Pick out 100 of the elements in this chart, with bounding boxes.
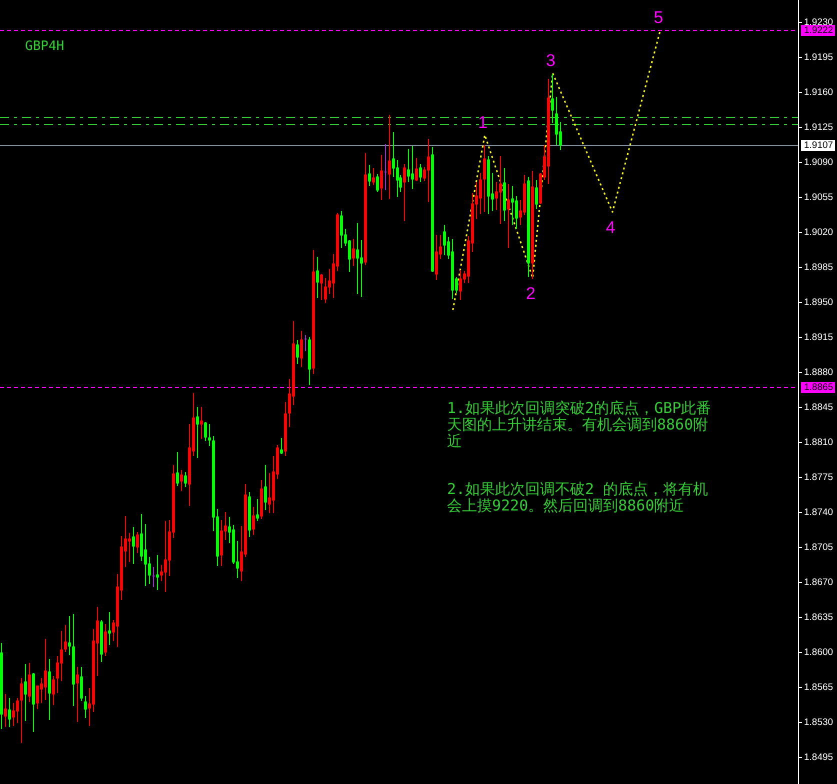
candlestick: [132, 526, 135, 564]
candlestick: [551, 74, 554, 124]
y-tick-label: 1.8705: [804, 542, 834, 553]
candlestick: [459, 270, 462, 300]
candlestick: [4, 694, 7, 728]
candlestick: [511, 186, 514, 226]
y-tick-label: 1.9020: [804, 227, 834, 238]
candlestick: [300, 330, 303, 368]
y-tick-label: 1.8635: [804, 612, 834, 623]
y-tick-label: 1.9125: [804, 122, 834, 133]
candlestick: [152, 566, 155, 588]
y-tick-label: 1.8740: [804, 507, 834, 518]
candlestick: [435, 234, 438, 280]
y-tick-label: 1.8565: [804, 682, 834, 693]
candlestick: [535, 180, 538, 210]
candlestick: [368, 164, 371, 186]
y-tick-label: 1.8845: [804, 402, 834, 413]
candlestick: [8, 698, 11, 728]
annotation: 5: [654, 8, 664, 27]
candlestick: [487, 156, 490, 214]
annotation: 1.如果此次回调突破2的底点，GBP此番天图的上升讲结束。有机会调到8860附近: [447, 399, 712, 450]
text: GBP4H: [25, 39, 64, 54]
candlestick: [252, 506, 255, 536]
candlestick: [499, 156, 502, 224]
candlestick: [80, 666, 83, 702]
candlestick: [100, 620, 103, 662]
line-series: [452, 29, 662, 311]
y-tick-label: 1.8880: [804, 367, 834, 378]
candlestick: [384, 144, 387, 190]
y-tick-label: 1.9195: [804, 52, 834, 63]
candlestick: [260, 480, 263, 520]
candlestick: [24, 664, 27, 722]
candlestick: [376, 174, 379, 192]
candlestick: [204, 422, 207, 442]
candlestick: [340, 210, 343, 248]
candlestick: [527, 176, 530, 278]
candlestick: [16, 698, 19, 724]
candlestick: [364, 152, 367, 266]
y-tick-label: 1.8775: [804, 472, 834, 483]
candlestick: [443, 224, 446, 256]
candlestick: [108, 612, 111, 646]
candlestick: [507, 184, 510, 248]
candlestick: [256, 498, 259, 522]
candlestick: [76, 666, 79, 722]
y-tick-label: 1.8495: [804, 752, 834, 763]
y-tick-label: 1.8985: [804, 262, 834, 273]
y-tick-label: 1.8810: [804, 437, 834, 448]
candlestick: [296, 340, 299, 364]
candlestick: [72, 614, 75, 706]
candlestick: [180, 470, 183, 492]
ref-line-label: 1.9107: [804, 140, 834, 151]
candlestick: [164, 520, 167, 592]
candlestick: [248, 492, 251, 538]
candlestick: [184, 472, 187, 488]
candlestick: [136, 532, 139, 554]
candlestick: [531, 170, 534, 280]
candlestick: [547, 78, 550, 184]
candlestick: [483, 144, 486, 212]
candlestick: [44, 638, 47, 700]
candlestick: [312, 250, 315, 374]
annotation: 1: [478, 113, 488, 132]
candlestick: [0, 642, 3, 730]
candlestick: [28, 662, 31, 702]
candlestick: [352, 238, 355, 266]
candlestick: [32, 672, 35, 732]
annotation: 2.如果此次回调不破2 的底点，将有机会上摸9220。然后回调到8860附近: [447, 480, 708, 515]
annotation: 3: [546, 51, 556, 70]
candlestick: [64, 624, 67, 652]
candlestick: [427, 138, 430, 202]
candlestick: [208, 424, 211, 446]
y-tick-label: 1.8670: [804, 577, 834, 588]
candlestick: [304, 334, 307, 352]
candlestick: [411, 146, 414, 190]
y-tick-label: 1.9090: [804, 157, 834, 168]
candlestick: [104, 624, 107, 656]
y-tick-label: 1.9160: [804, 87, 834, 98]
candlestick: [68, 616, 71, 656]
candlestick: [20, 678, 23, 744]
candlestick: [284, 402, 287, 456]
annotation: 4: [606, 218, 616, 237]
candlestick: [356, 222, 359, 294]
candlestick: [48, 658, 51, 720]
candlestick: [316, 256, 319, 298]
candlestick: [156, 554, 159, 590]
candlestick: [196, 406, 199, 458]
candlestick: [419, 164, 422, 182]
candlestick: [380, 154, 383, 200]
ref-line-label: 1.8865: [804, 382, 834, 393]
candlestick: [403, 164, 406, 222]
ref-line-label: 1.9222: [804, 25, 834, 36]
candlestick: [280, 438, 283, 454]
candlestick: [84, 696, 87, 718]
candlestick: [415, 158, 418, 182]
y-tick-label: 1.8600: [804, 647, 834, 658]
candlestick: [372, 168, 375, 186]
candlestick: [200, 406, 203, 440]
candlestick: [388, 114, 391, 200]
y-tick-label: 1.8950: [804, 297, 834, 308]
candlestick: [176, 452, 179, 486]
candlestick: [451, 238, 454, 300]
